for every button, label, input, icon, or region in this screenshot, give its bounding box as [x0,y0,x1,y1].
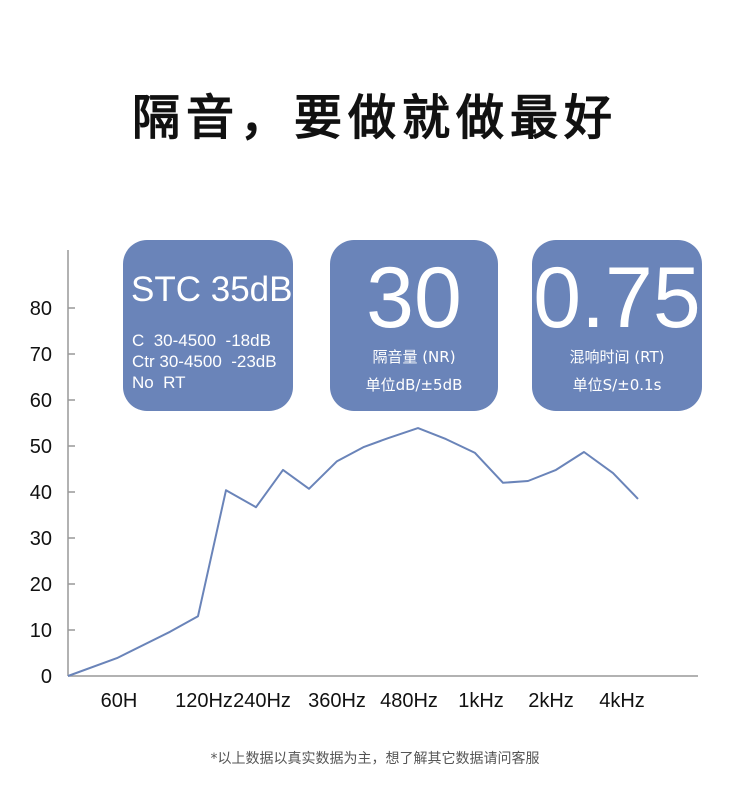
y-tick-label: 50 [30,436,52,458]
y-tick-label: 10 [30,620,52,642]
rt-card: 0.75 混响时间 (RT) 单位S/±0.1s [532,240,702,411]
series-line [67,427,639,677]
stc-line-ctr: Ctr 30-4500 -23dB [132,352,277,371]
nr-label: 隔音量 (NR) [372,348,456,366]
x-tick-label: 2kHz [528,690,574,712]
y-tick-label: 60 [30,390,52,412]
nr-unit: 单位dB/±5dB [365,376,463,394]
y-tick-label: 80 [30,298,52,320]
x-tick-label: 240Hz [233,690,291,712]
rt-label: 混响时间 (RT) [569,348,665,366]
y-tick-label: 70 [30,344,52,366]
x-tick-label: 60H [101,690,138,712]
x-tick-label: 120Hz [175,690,233,712]
stc-line-c: C 30-4500 -18dB [132,331,271,350]
stc-line-no: No RT [132,373,186,392]
x-tick-label: 4kHz [599,690,645,712]
x-tick-label: 480Hz [380,690,438,712]
rt-value: 0.75 [533,250,701,346]
stc-card: STC 35dB C 30-4500 -18dB Ctr 30-4500 -23… [123,240,293,411]
nr-value: 30 [366,250,462,346]
y-tick-label: 40 [30,482,52,504]
footnote: *以上数据以真实数据为主，想了解其它数据请问客服 [210,751,540,767]
x-tick-label: 1kHz [458,690,504,712]
x-tick-label: 360Hz [308,690,366,712]
y-tick-label: 0 [41,666,52,688]
y-tick-label: 20 [30,574,52,596]
rt-unit: 单位S/±0.1s [572,376,662,394]
stc-headline: STC 35dB [131,270,293,309]
nr-card: 30 隔音量 (NR) 单位dB/±5dB [330,240,498,411]
page-title: 隔音，要做就做最好 [131,90,618,146]
y-tick-label: 30 [30,528,52,550]
